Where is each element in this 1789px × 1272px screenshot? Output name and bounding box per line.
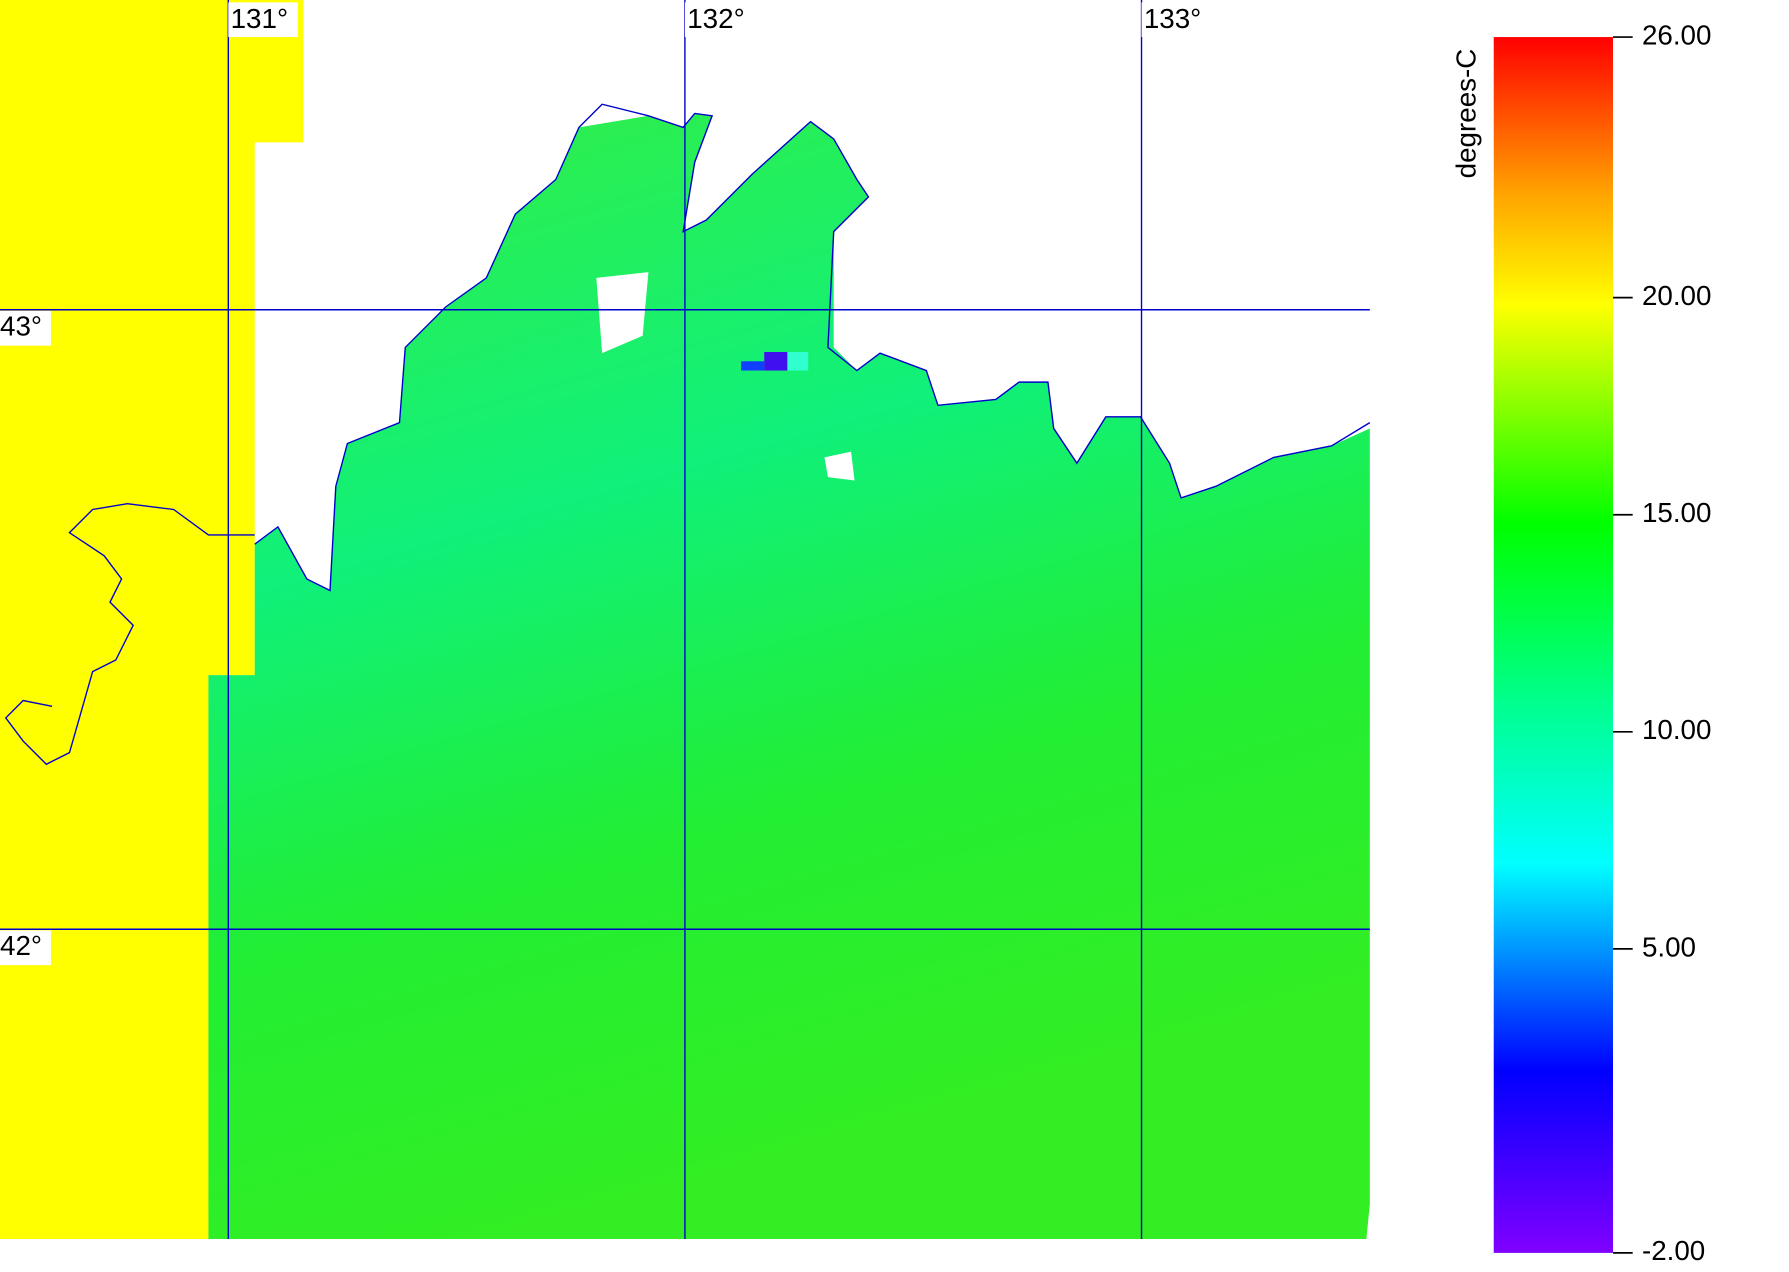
latitude-label: 43° (0, 311, 42, 342)
colorbar (1493, 37, 1613, 1253)
cold-patch (741, 361, 765, 371)
colorbar-tick-label: 15.00 (1642, 497, 1712, 528)
colorbar-tick-label: -2.00 (1642, 1235, 1705, 1266)
coastline (254, 103, 1371, 592)
map-area (0, 0, 1371, 1239)
graticule (0, 0, 1370, 1239)
label-background (0, 310, 51, 346)
colorbar-tick-label: 26.00 (1642, 19, 1712, 50)
longitude-label: 131° (231, 3, 288, 34)
cold-patch (764, 352, 788, 371)
island (596, 272, 649, 354)
label-background (0, 930, 51, 966)
longitude-label: 132° (687, 3, 744, 34)
island (824, 451, 855, 481)
longitude-label: 133° (1144, 3, 1201, 34)
colorbar-label: degrees-C (1451, 49, 1482, 179)
cold-patch (787, 352, 809, 371)
colorbar-tick-label: 10.00 (1642, 714, 1712, 745)
latitude-label: 42° (0, 930, 42, 961)
sea-temperature (208, 113, 1370, 1239)
label-background (228, 2, 298, 38)
coastline (4, 503, 255, 766)
label-background (1141, 2, 1212, 38)
colorbar-ticks: 26.00 20.00 15.00 10.00 5.00 -2.00 (1612, 19, 1712, 1266)
colorbar-tick-label: 5.00 (1642, 931, 1696, 962)
label-background (684, 2, 755, 38)
colorbar-tick-label: 20.00 (1642, 280, 1712, 311)
